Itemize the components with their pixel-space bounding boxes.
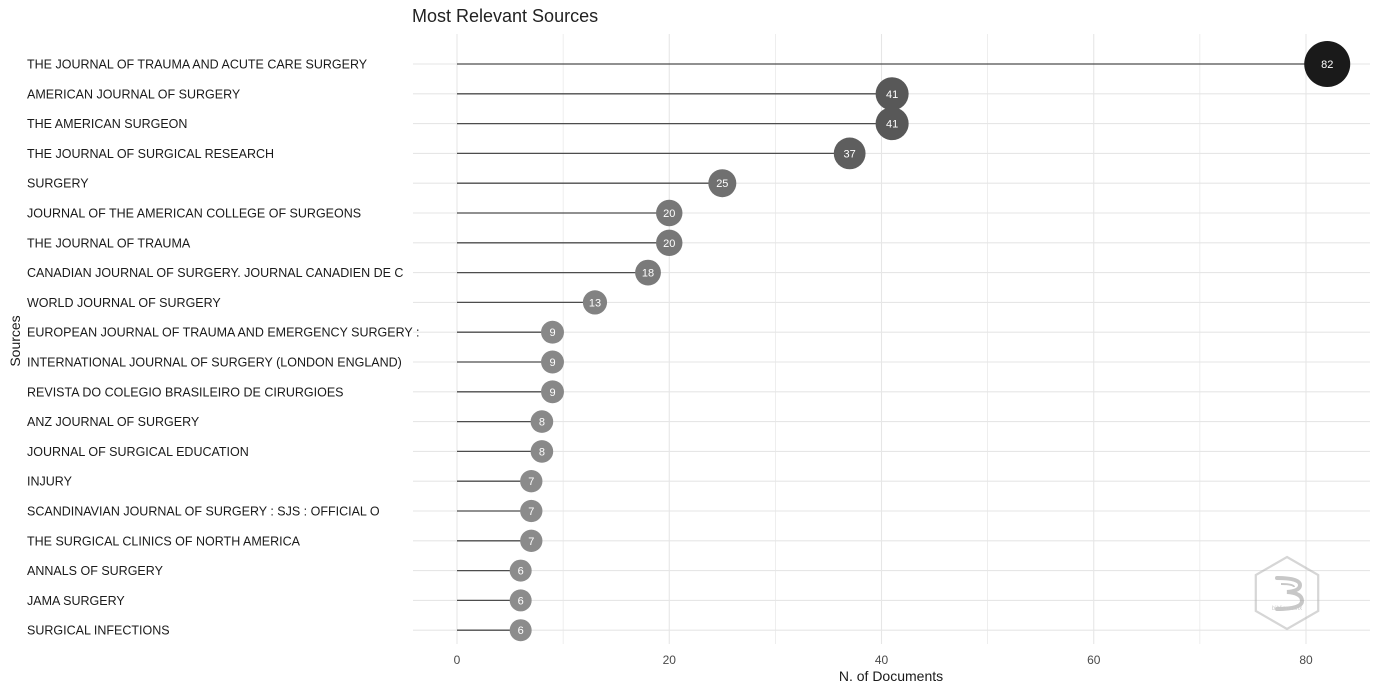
y-tick-label: INJURY: [27, 475, 73, 489]
data-label: 37: [844, 148, 856, 160]
y-tick-label: SCANDINAVIAN JOURNAL OF SURGERY : SJS : …: [27, 505, 380, 519]
data-label: 13: [589, 297, 601, 309]
data-label: 9: [549, 327, 555, 339]
data-label: 7: [528, 536, 534, 548]
y-tick-label: JOURNAL OF SURGICAL EDUCATION: [27, 445, 249, 459]
lollipop-dot: [520, 499, 543, 523]
watermark-text: bibliometrix: [1272, 606, 1302, 612]
lollipop-dot: [656, 229, 683, 257]
x-tick-label: 80: [1299, 653, 1313, 667]
data-label: 18: [642, 268, 654, 280]
lollipop-dot: [656, 199, 683, 227]
lollipop-dot: [520, 529, 543, 552]
lollipop-dot: [541, 320, 564, 344]
data-label: 41: [886, 89, 898, 101]
data-label: 6: [518, 625, 524, 637]
data-label: 7: [528, 506, 534, 518]
series-marks: 82 41 41 37 25 20 20 18 13 9 9 9 8 8 7 7 7 6 6 6: [457, 41, 1351, 642]
data-label: 8: [539, 417, 545, 429]
x-tick-label: 60: [1087, 653, 1101, 667]
y-tick-label: SURGERY: [27, 177, 89, 191]
x-axis-title: N. of Documents: [839, 668, 943, 684]
y-tick-label: THE JOURNAL OF SURGICAL RESEARCH: [27, 147, 274, 161]
y-tick-label: JAMA SURGERY: [27, 594, 125, 608]
data-label: 6: [518, 595, 524, 607]
lollipop-dot: [530, 410, 554, 433]
x-tick-label: 20: [663, 653, 677, 667]
data-label: 25: [716, 178, 728, 190]
y-tick-label: ANZ JOURNAL OF SURGERY: [27, 415, 200, 429]
lollipop-dot: [875, 77, 909, 111]
y-tick-label: AMERICAN JOURNAL OF SURGERY: [27, 87, 241, 101]
data-label: 9: [549, 387, 555, 399]
lollipop-dot: [509, 589, 532, 612]
lollipop-dot: [875, 107, 909, 141]
y-tick-label: JOURNAL OF THE AMERICAN COLLEGE OF SURGE…: [27, 207, 361, 221]
data-label: 9: [549, 357, 555, 369]
x-tick-label: 40: [875, 653, 889, 667]
lollipop-dot: [520, 470, 543, 493]
y-tick-label: SURGICAL INFECTIONS: [27, 624, 170, 638]
y-tick-label: ANNALS OF SURGERY: [27, 564, 164, 578]
lollipop-dot: [541, 380, 564, 404]
lollipop-dot: [708, 169, 737, 198]
y-tick-label: REVISTA DO COLEGIO BRASILEIRO DE CIRURGI…: [27, 385, 344, 399]
lollipop-dot: [530, 440, 554, 463]
data-label: 82: [1321, 59, 1333, 71]
y-tick-label: THE AMERICAN SURGEON: [27, 117, 187, 131]
y-tick-label: WORLD JOURNAL OF SURGERY: [27, 296, 221, 310]
lollipop-dot: [509, 619, 532, 642]
y-tick-labels: THE JOURNAL OF TRAUMA AND ACUTE CARE SUR…: [27, 58, 419, 638]
y-tick-label: EUROPEAN JOURNAL OF TRAUMA AND EMERGENCY…: [27, 326, 419, 340]
x-tick-labels: 0 20 40 60 80: [454, 653, 1313, 667]
data-label: 7: [528, 476, 534, 488]
lollipop-dot: [509, 559, 532, 582]
y-tick-label: INTERNATIONAL JOURNAL OF SURGERY (LONDON…: [27, 356, 402, 370]
y-tick-label: CANADIAN JOURNAL OF SURGERY. JOURNAL CAN…: [27, 266, 403, 280]
lollipop-dot: [582, 290, 608, 315]
lollipop-dot: [1304, 41, 1351, 87]
data-label: 6: [518, 566, 524, 578]
data-label: 20: [663, 208, 675, 220]
chart-title: Most Relevant Sources: [412, 6, 599, 26]
data-label: 8: [539, 446, 545, 458]
y-axis-title: Sources: [7, 315, 23, 366]
data-label: 41: [886, 119, 898, 131]
data-label: 20: [663, 238, 675, 250]
lollipop-dot: [541, 350, 564, 374]
y-tick-label: THE SURGICAL CLINICS OF NORTH AMERICA: [27, 534, 301, 548]
y-tick-label: THE JOURNAL OF TRAUMA AND ACUTE CARE SUR…: [27, 58, 368, 72]
y-tick-label: THE JOURNAL OF TRAUMA: [27, 236, 191, 250]
x-tick-label: 0: [454, 653, 461, 667]
lollipop-dot: [635, 259, 661, 286]
bibliometrix-logo: bibliometrix: [1254, 555, 1320, 631]
lollipop-dot: [833, 137, 866, 170]
